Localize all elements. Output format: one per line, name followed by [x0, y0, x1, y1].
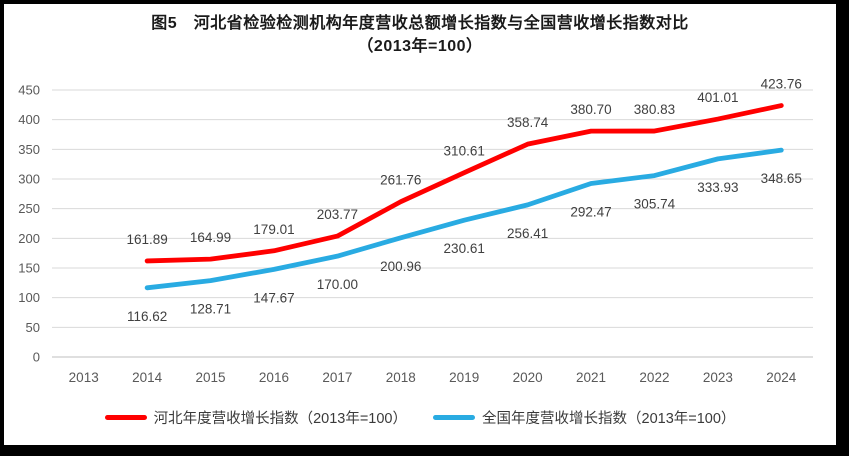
chart-subtitle: （2013年=100） — [357, 38, 483, 55]
series-line-0 — [144, 103, 784, 264]
data-label: 310.61 — [444, 144, 485, 159]
data-label: 147.67 — [253, 290, 294, 305]
data-label: 116.62 — [127, 309, 167, 324]
data-label: 380.70 — [570, 102, 611, 117]
data-label: 423.76 — [761, 77, 802, 92]
data-label: 358.74 — [507, 115, 549, 130]
data-label: 161.89 — [126, 232, 167, 247]
data-label: 179.01 — [253, 222, 294, 237]
x-axis-tick-label: 2022 — [639, 370, 669, 385]
x-axis-tick-label: 2018 — [386, 370, 416, 385]
data-label: 230.61 — [444, 241, 485, 256]
y-axis-tick-label: 250 — [18, 201, 40, 216]
data-label: 292.47 — [570, 204, 611, 219]
data-label: 380.83 — [634, 102, 675, 117]
y-axis-tick-label: 100 — [18, 290, 40, 305]
y-axis-tick-label: 200 — [18, 231, 40, 246]
data-label: 333.93 — [697, 180, 738, 195]
y-axis-tick-label: 450 — [18, 83, 40, 98]
data-label: 128.71 — [190, 302, 231, 317]
y-axis-tick-label: 50 — [26, 320, 40, 335]
data-label: 261.76 — [380, 173, 421, 188]
y-axis-tick-label: 350 — [18, 142, 40, 157]
x-axis-tick-label: 2013 — [69, 370, 99, 385]
chart-legend: 河北年度营收增长指数（2013年=100） 全国年度营收增长指数（2013年=1… — [4, 405, 836, 429]
x-axis-tick-label: 2017 — [322, 370, 352, 385]
data-label: 200.96 — [380, 259, 421, 274]
y-axis-tick-label: 0 — [33, 350, 40, 365]
x-axis-tick-label: 2021 — [576, 370, 606, 385]
x-axis-tick-label: 2016 — [259, 370, 289, 385]
series-line-1 — [144, 147, 784, 291]
data-label: 256.41 — [507, 226, 548, 241]
x-axis-tick-label: 2014 — [132, 370, 163, 385]
x-axis-tick-label: 2020 — [513, 370, 543, 385]
x-axis-tick-label: 2024 — [766, 370, 797, 385]
data-label: 401.01 — [697, 90, 738, 105]
x-axis-tick-label: 2019 — [449, 370, 479, 385]
chart-title: 图5 河北省检验检测机构年度营收总额增长指数与全国营收增长指数对比 — [151, 15, 689, 32]
line-chart-plot-area: 0 50 100 150 200 250 300 350 400 450 2013 2014 2015 2… — [18, 77, 813, 385]
data-label: 170.00 — [317, 277, 358, 292]
legend-label-national: 全国年度营收增长指数（2013年=100） — [482, 410, 736, 427]
x-axis-tick-label: 2015 — [196, 370, 226, 385]
chart-title-block: 图5 河北省检验检测机构年度营收总额增长指数与全国营收增长指数对比 （2013年… — [4, 12, 836, 58]
legend-item-national: 全国年度营收增长指数（2013年=100） — [433, 407, 735, 428]
data-label: 348.65 — [761, 171, 802, 186]
y-axis-tick-label: 400 — [18, 112, 40, 127]
data-label: 305.74 — [634, 197, 676, 212]
x-axis-tick-label: 2023 — [703, 370, 733, 385]
legend-line-swatch-hebei — [104, 414, 147, 420]
data-label: 164.99 — [190, 230, 231, 245]
y-axis-tick-label: 150 — [18, 261, 40, 276]
legend-item-hebei: 河北年度营收增长指数（2013年=100） — [104, 407, 407, 428]
y-axis-tick-label: 300 — [18, 172, 40, 187]
legend-line-swatch-national — [433, 414, 475, 420]
data-label: 203.77 — [317, 207, 358, 222]
legend-label-hebei: 河北年度营收增长指数（2013年=100） — [153, 410, 407, 427]
